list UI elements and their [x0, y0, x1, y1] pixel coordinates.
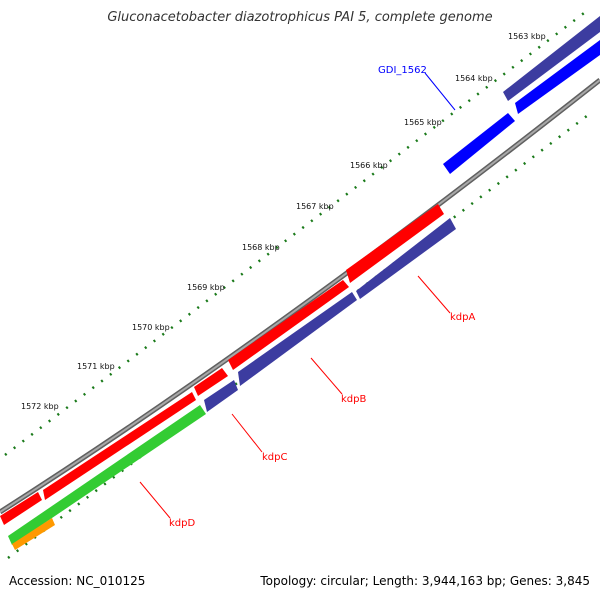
gene-arrow-lower-navy-3[interactable]: [356, 218, 456, 299]
tick-label-1564: 1564 kbp: [455, 74, 493, 83]
inner-tick-row: [7, 111, 593, 559]
gene-arrow-upper-blue[interactable]: [515, 40, 600, 114]
gene-arrow-green[interactable]: [8, 405, 206, 545]
tick-label-1565: 1565 kbp: [404, 118, 442, 127]
gene-arrow-lower-navy-1[interactable]: [204, 380, 238, 412]
leader-kdpB: [310, 357, 343, 395]
leader-kdpA: [417, 275, 451, 314]
gene-label-kdpB[interactable]: kdpB: [341, 394, 366, 405]
leader-GDI_1562: [424, 72, 456, 111]
gene-arrow-lower-navy-2[interactable]: [238, 292, 357, 386]
map-title: Gluconacetobacter diazotrophicus PAI 5, …: [107, 10, 493, 25]
gene-label-kdpA[interactable]: kdpA: [450, 312, 475, 323]
tick-label-1566: 1566 kbp: [350, 161, 388, 170]
gene-arrow-kdpA-1[interactable]: [228, 280, 349, 370]
leader-kdpC: [231, 413, 263, 453]
tick-label-1571: 1571 kbp: [77, 362, 115, 371]
gene-arrow-kdpB[interactable]: [194, 368, 228, 396]
leader-kdpD: [139, 481, 171, 519]
tick-label-1563: 1563 kbp: [508, 32, 546, 41]
gene-arrow-kdpC[interactable]: [43, 392, 196, 500]
accession-text: Accession: NC_010125: [9, 574, 146, 588]
tick-label-1568: 1568 kbp: [242, 243, 280, 252]
gene-arrow-GDI_1562[interactable]: [443, 113, 515, 174]
tick-label-1572: 1572 kbp: [21, 402, 59, 411]
genome-backbone: [0, 78, 600, 515]
gene-label-kdpD[interactable]: kdpD: [169, 518, 195, 529]
tick-label-1569: 1569 kbp: [187, 283, 225, 292]
gene-arrow-kdpD[interactable]: [0, 492, 42, 525]
topology-text: Topology: circular; Length: 3,944,163 bp…: [260, 574, 590, 588]
gene-arrow-orange[interactable]: [12, 518, 55, 550]
gene-arrow-kdpA-2[interactable]: [346, 204, 444, 283]
tick-label-1567: 1567 kbp: [296, 202, 334, 211]
gene-arrow-upper-navy[interactable]: [503, 16, 600, 101]
tick-label-1570: 1570 kbp: [132, 323, 170, 332]
outer-tick-row: [4, 9, 589, 456]
gene-label-GDI_1562[interactable]: GDI_1562: [378, 65, 427, 76]
gene-label-kdpC[interactable]: kdpC: [262, 452, 287, 463]
